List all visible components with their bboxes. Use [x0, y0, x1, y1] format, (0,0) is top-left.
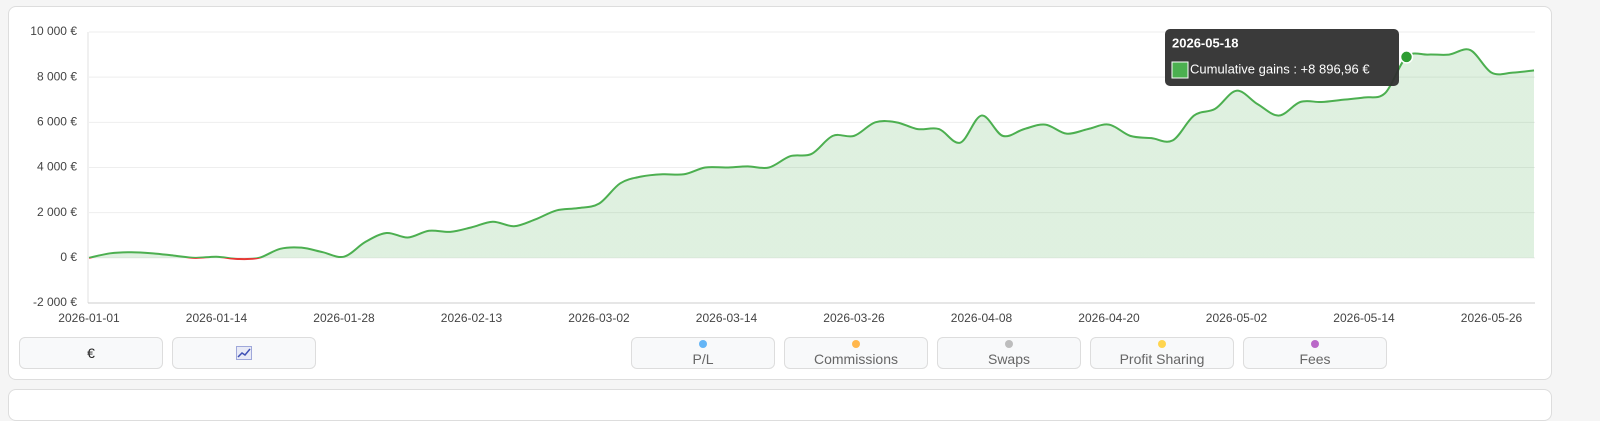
x-tick-label: 2026-03-02 [568, 311, 630, 325]
toggle-dot [1005, 339, 1013, 348]
toggle-label: Swaps [987, 350, 1031, 367]
chart-icon [236, 346, 252, 360]
tooltip-box [1165, 29, 1399, 86]
x-tick-label: 2026-05-02 [1206, 311, 1268, 325]
line [88, 48, 1535, 261]
y-tick-label: 0 € [60, 250, 77, 264]
hover-point [1399, 50, 1414, 64]
toggle-dot [1311, 339, 1319, 348]
x-tick-label: 2026-04-20 [1078, 311, 1140, 325]
y-tick-label: 2 000 € [37, 205, 77, 219]
x-tick-label: 2026-02-13 [441, 311, 503, 325]
x-tick-label: 2026-01-28 [313, 311, 375, 325]
y-tick-label: -2 000 € [33, 295, 77, 309]
series-toggle[interactable]: P/L [631, 337, 775, 369]
y-tick-label: 4 000 € [37, 160, 77, 174]
y-tick-label: 6 000 € [37, 115, 77, 129]
tooltip-swatch [1171, 61, 1189, 79]
toggle-dot [852, 339, 860, 348]
toggle-label: P/L [692, 350, 714, 367]
toggle-dot [1158, 339, 1166, 348]
series-toggle[interactable]: Fees [1243, 337, 1387, 369]
x-tick-label: 2026-05-14 [1333, 311, 1395, 325]
toggle-label: Profit Sharing [1119, 350, 1205, 367]
toggle-dot [699, 339, 707, 348]
series-toggle[interactable]: Commissions [784, 337, 928, 369]
page: -2 000 € 0 € 2 000 € 4 000 € 6 000 € 8 000 € 1… [8, 6, 1552, 421]
chart: -2 000 € 0 € 2 000 € 4 000 € 6 000 € 8 000 € 1… [30, 24, 1535, 325]
x-tick-label: 2026-05-26 [1461, 311, 1523, 325]
y-tick-label: 10 000 € [30, 24, 77, 38]
x-tick-label: 2026-04-08 [951, 311, 1013, 325]
toggle-label: Commissions [813, 350, 898, 367]
unit-button[interactable]: € [19, 337, 163, 369]
toggle-label: Fees [1299, 350, 1331, 367]
tooltip-text: Cumulative gains : +8 896,96 € [1190, 61, 1370, 76]
y-tick-label: 8 000 € [37, 69, 77, 83]
tooltip-title: 2026-05-18 [1172, 35, 1239, 50]
x-tick-label: 2026-03-14 [696, 311, 758, 325]
tooltip: 2026-05-18 Cumulative gains : +8 896,96 € [1165, 29, 1399, 86]
series-toggle[interactable]: Swaps [937, 337, 1081, 369]
x-tick-label: 2026-03-26 [823, 311, 885, 325]
chart-mode-button[interactable] [172, 337, 316, 369]
x-tick-label: 2026-01-01 [58, 311, 120, 325]
series-toggle[interactable]: Profit Sharing [1090, 337, 1234, 369]
x-tick-label: 2026-01-14 [186, 311, 248, 325]
